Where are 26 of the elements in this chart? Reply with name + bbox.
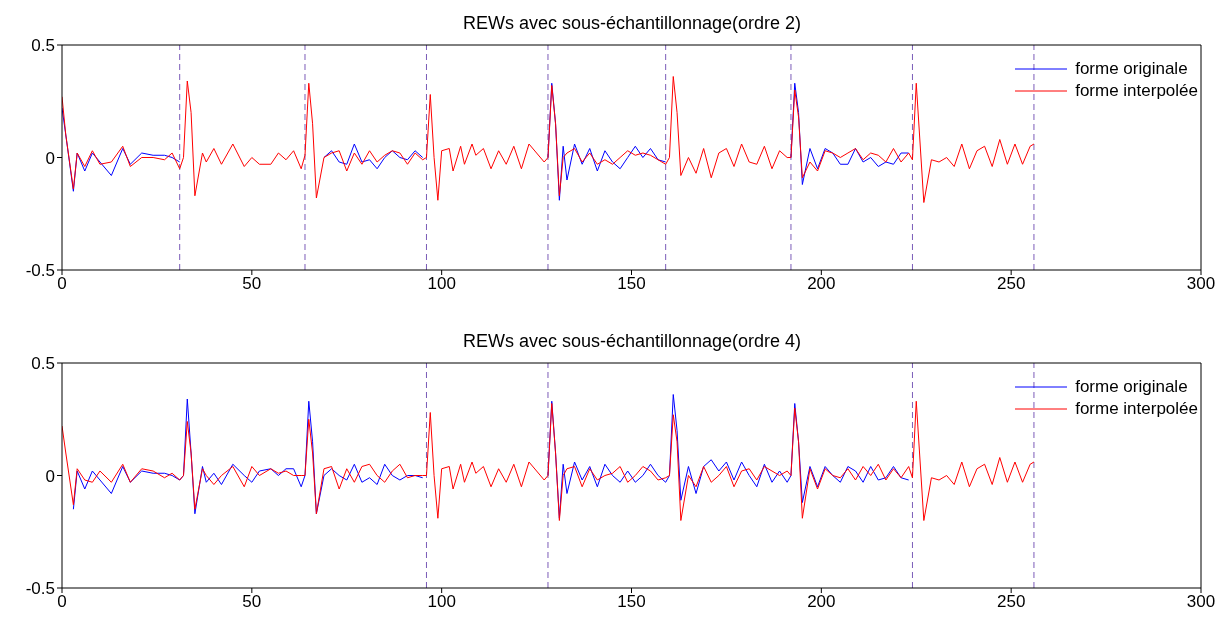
y-tick-label: 0 [45, 148, 55, 168]
x-tick-label: 300 [1186, 274, 1216, 294]
legend-label: forme originale [1075, 376, 1188, 398]
legend-label: forme interpolée [1075, 80, 1198, 102]
chart-title: REWs avec sous-échantillonnage(ordre 4) [461, 330, 803, 353]
legend-label: forme originale [1075, 58, 1188, 80]
x-tick-label: 200 [807, 274, 836, 294]
line-series [62, 400, 1035, 521]
y-tick-label: -0.5 [25, 579, 55, 599]
y-tick-label: 0.5 [31, 36, 55, 56]
x-tick-label: 150 [617, 274, 646, 294]
x-tick-label: 250 [996, 592, 1026, 612]
y-tick-label: 0 [45, 466, 55, 486]
x-tick-label: 100 [427, 274, 456, 294]
x-tick-label: 250 [996, 274, 1026, 294]
y-tick-label: 0.5 [31, 354, 55, 374]
x-tick-label: 150 [617, 592, 646, 612]
x-tick-label: 200 [807, 592, 836, 612]
legend-label: forme interpolée [1075, 398, 1198, 420]
x-tick-label: 50 [242, 274, 262, 294]
line-series [62, 76, 1035, 203]
x-tick-label: 300 [1186, 592, 1216, 612]
x-tick-label: 100 [427, 592, 456, 612]
x-tick-label: 50 [242, 592, 262, 612]
y-tick-label: -0.5 [25, 261, 55, 281]
chart-title: REWs avec sous-échantillonnage(ordre 2) [461, 12, 803, 35]
